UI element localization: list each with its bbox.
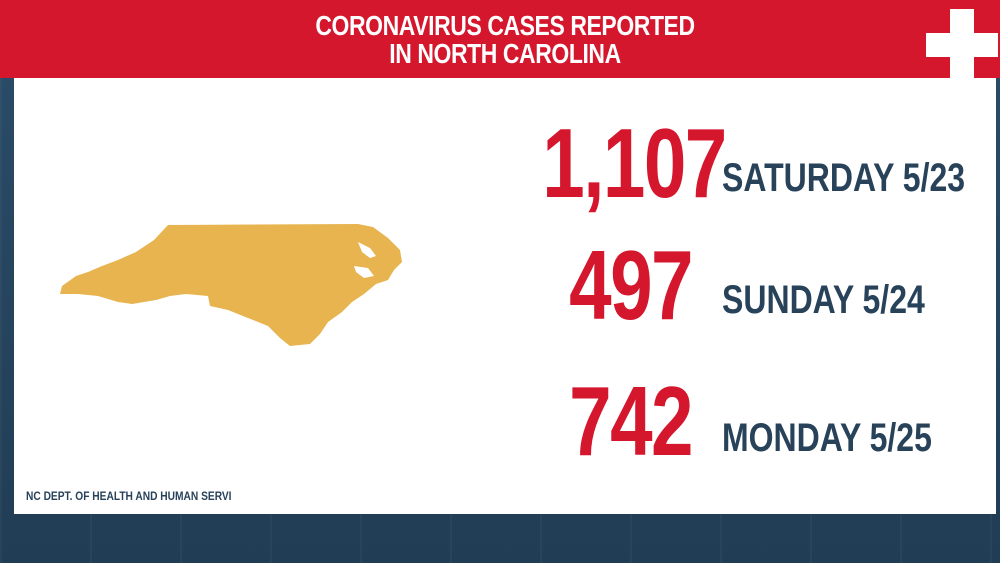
medical-cross-icon [926, 9, 998, 81]
source-credit: NC DEPT. OF HEALTH AND HUMAN SERVI [26, 489, 232, 503]
header-banner: CORONAVIRUS CASES REPORTED IN NORTH CARO… [0, 0, 1000, 78]
stat-value-monday: 742 [569, 366, 693, 476]
stat-label-sunday: SUNDAY 5/24 [722, 278, 925, 322]
stat-label-monday: MONDAY 5/25 [722, 416, 932, 460]
title-line-1: CORONAVIRUS CASES REPORTED [315, 10, 695, 41]
north-carolina-map [60, 224, 402, 346]
stat-label-saturday: SATURDAY 5/23 [722, 156, 966, 200]
content-card [14, 78, 996, 514]
title-line-2: IN NORTH CAROLINA [389, 38, 621, 69]
stat-value-sunday: 497 [569, 230, 693, 340]
map-shape [60, 224, 402, 346]
page-title: CORONAVIRUS CASES REPORTED IN NORTH CARO… [91, 12, 919, 68]
stat-value-saturday: 1,107 [542, 108, 727, 218]
